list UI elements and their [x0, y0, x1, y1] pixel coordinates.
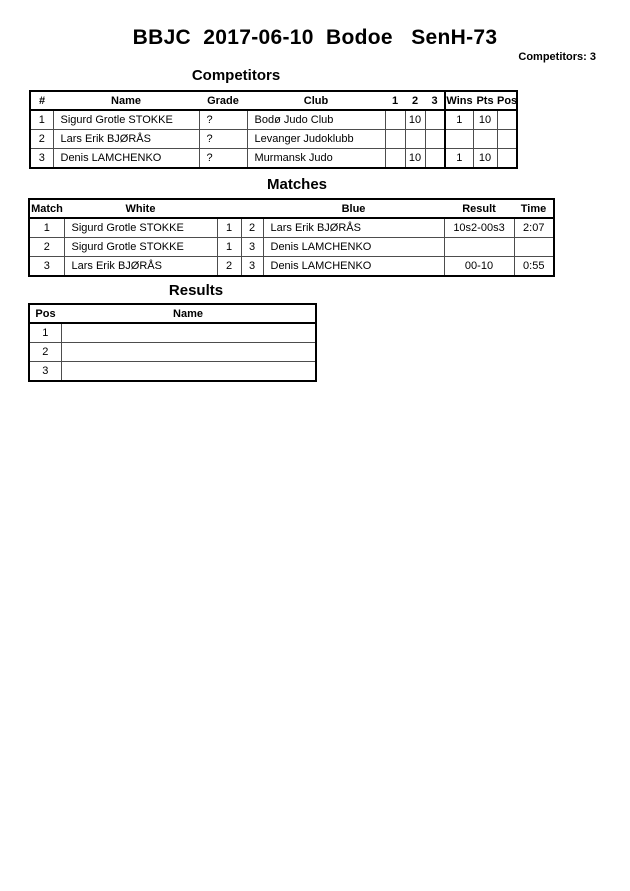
competitor-pts-cell: 10 — [472, 148, 498, 168]
competitor-score-vs2-cell: 10 — [404, 109, 426, 130]
competitor-pts-cell: 10 — [472, 109, 498, 130]
competitors-col-name: Name — [53, 91, 199, 111]
match-white-name-cell: Sigurd Grotle STOKKE — [63, 237, 218, 257]
competitor-pos-cell — [496, 129, 517, 149]
competitor-grade-cell: ? — [198, 129, 248, 149]
competitor-club-cell: Murmansk Judo — [246, 148, 386, 168]
competitors-section-heading: Competitors — [191, 67, 281, 84]
matches-col-time: Time — [514, 199, 554, 219]
competitor-pos-cell — [496, 109, 517, 130]
match-blue-name-cell: Denis LAMCHENKO — [262, 237, 445, 257]
result-name-cell — [60, 322, 316, 343]
competitor-wins-cell — [444, 129, 474, 149]
competitor-number-cell: 2 — [30, 129, 54, 149]
result-pos-cell: 1 — [29, 322, 62, 343]
competitor-pos-cell — [496, 148, 517, 168]
competitors-col-number: # — [30, 91, 53, 111]
competitor-number-cell: 3 — [30, 148, 54, 168]
match-blue-number-cell: 2 — [240, 217, 264, 238]
results-section-heading: Results — [168, 282, 224, 299]
result-name-cell — [60, 342, 316, 362]
competitors-table: # Name Grade Club 1 2 3 Wins Pts Pos 1 S… — [29, 90, 518, 169]
match-row: 3 Lars Erik BJØRÅS 2 3 Denis LAMCHENKO 0… — [29, 256, 554, 276]
result-pos-cell: 3 — [29, 361, 62, 381]
competitors-col-club: Club — [247, 91, 385, 111]
competitor-score-vs3-cell — [424, 109, 446, 130]
match-blue-number-cell: 3 — [240, 237, 264, 257]
competitors-col-grade: Grade — [199, 91, 247, 111]
match-number-cell: 1 — [29, 217, 65, 238]
matches-table: Match White Blue Result Time 1 Sigurd Gr… — [28, 198, 555, 277]
competitor-score-vs2-cell: 10 — [404, 148, 426, 168]
matches-section-heading: Matches — [266, 176, 328, 193]
competitor-wins-cell: 1 — [444, 109, 474, 130]
match-blue-name-cell: Lars Erik BJØRÅS — [262, 217, 445, 238]
competitor-pts-cell — [472, 129, 498, 149]
competitors-col-opp3: 3 — [425, 91, 445, 111]
competitor-score-vs1-cell — [384, 148, 406, 168]
match-blue-name-cell: Denis LAMCHENKO — [262, 256, 445, 276]
competitor-score-vs3-cell — [424, 129, 446, 149]
page-title: BBJC 2017-06-10 Bodoe SenH-73 — [132, 26, 498, 49]
competitor-score-vs1-cell — [384, 109, 406, 130]
competitor-score-vs1-cell — [384, 129, 406, 149]
result-row: 2 — [29, 342, 316, 362]
match-time-cell: 0:55 — [513, 256, 554, 276]
match-white-name-cell: Sigurd Grotle STOKKE — [63, 217, 218, 238]
matches-col-white: White — [64, 199, 217, 219]
results-col-pos: Pos — [29, 304, 61, 324]
match-number-cell: 2 — [29, 237, 65, 257]
competitor-score-vs3-cell — [424, 148, 446, 168]
competitor-row: 2 Lars Erik BJØRÅS ? Levanger Judoklubb — [30, 129, 517, 149]
match-result-cell: 00-10 — [443, 256, 515, 276]
match-row: 1 Sigurd Grotle STOKKE 1 2 Lars Erik BJØ… — [29, 217, 554, 238]
competitor-name-cell: Denis LAMCHENKO — [52, 148, 200, 168]
competitor-grade-cell: ? — [198, 109, 248, 130]
competitors-col-opp2: 2 — [405, 91, 425, 111]
match-result-cell: 10s2-00s3 — [443, 217, 515, 238]
matches-header-spacer — [217, 199, 263, 219]
match-white-name-cell: Lars Erik BJØRÅS — [63, 256, 218, 276]
match-white-number-cell: 1 — [216, 237, 242, 257]
result-row: 1 — [29, 322, 316, 343]
competitors-header-row: # Name Grade Club 1 2 3 Wins Pts Pos — [30, 91, 517, 111]
result-pos-cell: 2 — [29, 342, 62, 362]
competitor-name-cell: Sigurd Grotle STOKKE — [52, 109, 200, 130]
match-blue-number-cell: 3 — [240, 256, 264, 276]
match-result-cell — [443, 237, 515, 257]
matches-col-match: Match — [29, 199, 64, 219]
competitor-row: 1 Sigurd Grotle STOKKE ? Bodø Judo Club … — [30, 109, 517, 130]
competitor-name-cell: Lars Erik BJØRÅS — [52, 129, 200, 149]
match-white-number-cell: 2 — [216, 256, 242, 276]
competitor-number-cell: 1 — [30, 109, 54, 130]
matches-col-result: Result — [444, 199, 514, 219]
result-row: 3 — [29, 361, 316, 381]
match-time-cell: 2:07 — [513, 217, 554, 238]
competitors-col-opp1: 1 — [385, 91, 405, 111]
result-name-cell — [60, 361, 316, 381]
competitor-score-vs2-cell — [404, 129, 426, 149]
matches-col-blue: Blue — [263, 199, 444, 219]
competitor-row: 3 Denis LAMCHENKO ? Murmansk Judo 10 1 1… — [30, 148, 517, 168]
competitor-wins-cell: 1 — [444, 148, 474, 168]
match-time-cell — [513, 237, 554, 257]
competitor-club-cell: Levanger Judoklubb — [246, 129, 386, 149]
competitors-count-label: Competitors: 3 — [518, 51, 596, 63]
results-table: Pos Name 1 2 3 — [28, 303, 317, 382]
matches-header-row: Match White Blue Result Time — [29, 199, 554, 219]
competitors-col-pos: Pos — [497, 91, 517, 111]
competitors-col-pts: Pts — [473, 91, 497, 111]
match-white-number-cell: 1 — [216, 217, 242, 238]
competitor-grade-cell: ? — [198, 148, 248, 168]
match-number-cell: 3 — [29, 256, 65, 276]
results-col-name: Name — [61, 304, 316, 324]
match-row: 2 Sigurd Grotle STOKKE 1 3 Denis LAMCHEN… — [29, 237, 554, 257]
results-header-row: Pos Name — [29, 304, 316, 324]
competitor-club-cell: Bodø Judo Club — [246, 109, 386, 130]
competitors-col-wins: Wins — [444, 91, 473, 111]
